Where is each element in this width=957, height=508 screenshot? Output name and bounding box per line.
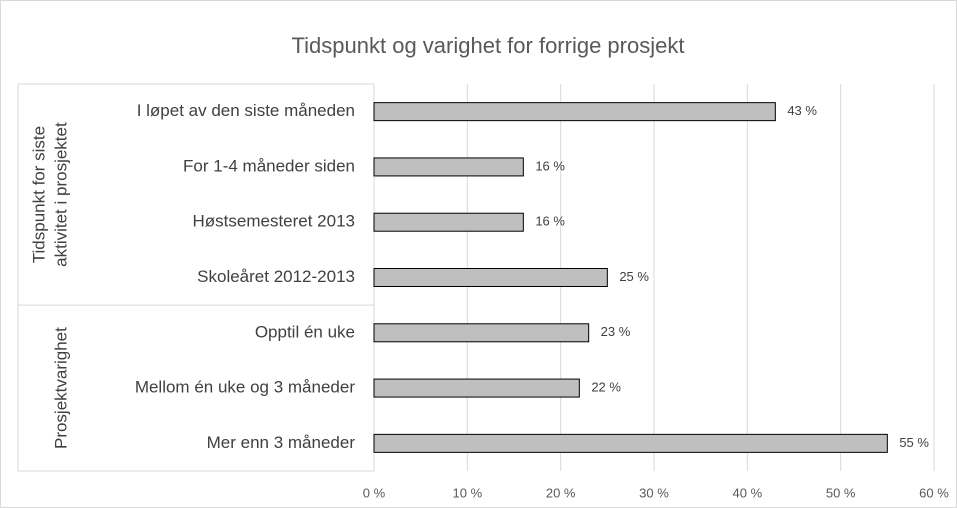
data-label: 16 % (535, 158, 565, 173)
y-tick-label: Opptil én uke (255, 322, 355, 341)
x-tick-label: 10 % (453, 485, 483, 500)
bar (373, 323, 590, 343)
x-tick-label: 30 % (639, 485, 669, 500)
y-tick-label: Høstsemesteret 2013 (192, 212, 355, 231)
bar (373, 212, 524, 232)
bar (373, 102, 776, 122)
x-tick-label: 20 % (546, 485, 576, 500)
x-tick-label: 60 % (919, 485, 949, 500)
group-label: Prosjektvarighet (51, 327, 70, 449)
chart-title: Tidspunkt og varighet for forrige prosje… (292, 33, 685, 58)
x-tick-label: 50 % (826, 485, 856, 500)
bar (373, 157, 524, 177)
y-tick-label: Mellom én uke og 3 måneder (135, 378, 356, 397)
y-tick-label: I løpet av den siste måneden (137, 101, 355, 120)
y-tick-label: Skoleåret 2012-2013 (197, 267, 355, 286)
bar (373, 268, 608, 287)
group-label: aktivitet i prosjektet (51, 122, 70, 267)
data-label: 25 % (619, 269, 649, 284)
group-label: Tidspunkt for siste (29, 126, 48, 263)
data-label: 22 % (591, 380, 621, 395)
bar (373, 433, 888, 453)
y-tick-label: For 1-4 måneder siden (183, 156, 355, 175)
x-tick-label: 40 % (733, 485, 763, 500)
data-label: 43 % (787, 103, 817, 118)
data-label: 55 % (899, 435, 929, 450)
x-tick-label: 0 % (363, 485, 386, 500)
data-label: 16 % (535, 214, 565, 229)
bar (373, 378, 580, 398)
data-label: 23 % (601, 324, 631, 339)
y-tick-label: Mer enn 3 måneder (207, 433, 356, 452)
